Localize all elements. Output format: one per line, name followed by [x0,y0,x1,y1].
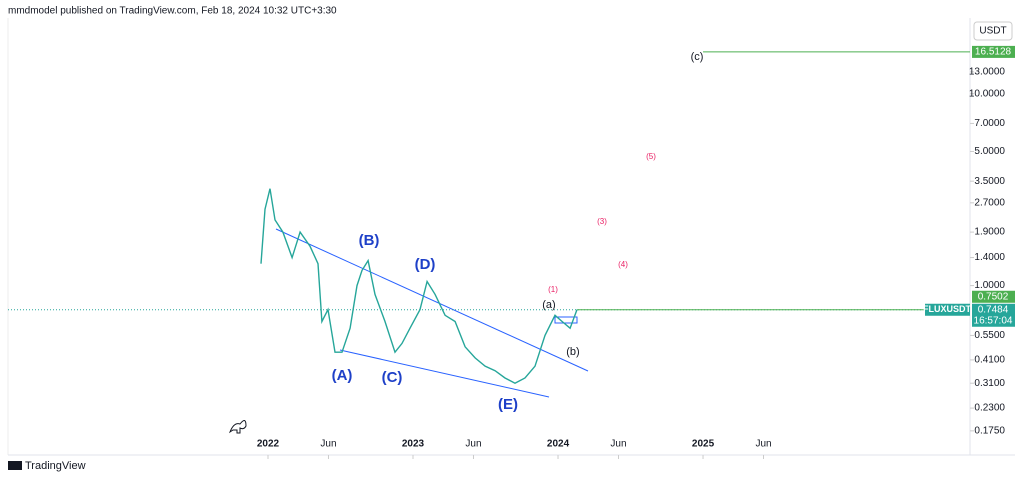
x-tick-label: 2022 [257,439,280,450]
brand: TradingView [25,460,86,472]
y-tick-label: 2.7000 [974,197,1005,208]
x-tick-label: Jun [755,439,771,450]
y-tick-label: 13.0000 [969,66,1006,77]
price-line [260,188,578,384]
y-tick-label: 1.9000 [974,227,1005,238]
y-tick-label: 10.0000 [969,88,1006,99]
subwave-label: (a) [542,299,555,311]
trendline [275,228,589,372]
y-tick-label: 0.3100 [974,378,1005,389]
x-tick-label: 2025 [692,439,715,450]
box [554,316,578,324]
x-tick-label: 2023 [402,439,425,450]
mascot-icon [228,420,247,434]
x-tick-label: Jun [610,439,626,450]
x-tick-label: Jun [465,439,481,450]
y-tick-label: 0.1750 [974,426,1005,437]
currency-box[interactable] [973,21,1013,41]
publisher: mmdmodel published on TradingView.com, F… [8,6,337,17]
y-tick-label: 0.4100 [974,355,1005,366]
subwave-label: (b) [566,346,579,358]
wave-label: (E) [498,396,518,413]
x-tick-label: 2024 [547,439,570,450]
symbol-tag [925,303,970,316]
wave-label: (C) [382,369,403,386]
countdown: 16:57:04 [974,315,1013,326]
impulse-label: (3) [597,217,607,226]
y-tick-label: 3.5000 [974,176,1005,187]
subwave-label: (c) [691,51,704,63]
symbol: FLUXUSDT [923,304,971,314]
impulse-label: (4) [618,260,628,269]
logo [8,461,22,470]
y-tick-label: 0.5500 [974,330,1005,341]
trendline [339,349,550,398]
wave-label: (A) [332,367,353,384]
y-tick-label: 0.2300 [974,403,1005,414]
wave-label: (D) [415,256,436,273]
price-tag [972,290,1015,303]
target-price: 16.5128 [975,47,1012,58]
y-tick-label: 1.0000 [974,280,1005,291]
high-price: 0.7502 [978,291,1009,302]
wave-label: (B) [359,232,380,249]
price-tag [972,303,1015,327]
impulse-label: (1) [548,285,558,294]
price-tag [972,45,1015,58]
y-tick-label: 1.4000 [974,252,1005,263]
currency: USDT [979,26,1006,37]
y-tick-label: 5.0000 [974,146,1005,157]
impulse-label: (5) [646,152,656,161]
y-tick-label: 7.0000 [974,118,1005,129]
last-price: 0.7484 [978,304,1009,315]
x-tick-label: Jun [320,439,336,450]
